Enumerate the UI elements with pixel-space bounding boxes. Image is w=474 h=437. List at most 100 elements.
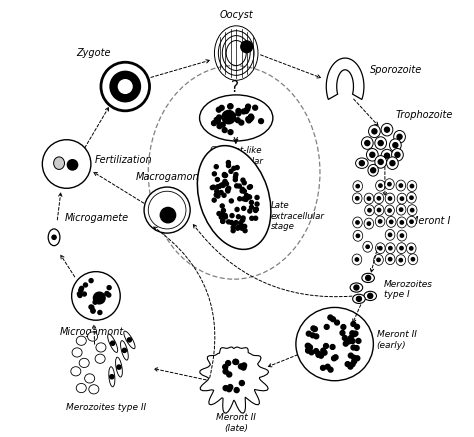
Circle shape — [247, 195, 252, 199]
Circle shape — [356, 184, 359, 188]
Ellipse shape — [364, 218, 374, 229]
Circle shape — [388, 233, 392, 236]
Ellipse shape — [394, 131, 405, 143]
Ellipse shape — [76, 383, 86, 393]
Circle shape — [236, 226, 240, 230]
Circle shape — [350, 362, 355, 367]
Circle shape — [245, 194, 248, 198]
Circle shape — [219, 183, 223, 187]
Circle shape — [235, 184, 239, 188]
Ellipse shape — [54, 157, 64, 170]
Circle shape — [237, 184, 241, 188]
Circle shape — [370, 152, 375, 157]
Circle shape — [215, 189, 219, 193]
Circle shape — [233, 175, 237, 179]
Ellipse shape — [386, 216, 396, 227]
Circle shape — [217, 115, 221, 120]
Circle shape — [353, 331, 358, 336]
Circle shape — [305, 343, 310, 348]
Circle shape — [245, 107, 250, 111]
Ellipse shape — [385, 229, 395, 240]
Circle shape — [341, 325, 346, 329]
Ellipse shape — [89, 385, 99, 394]
Text: Fertilization: Fertilization — [95, 155, 153, 165]
Circle shape — [259, 119, 264, 124]
Circle shape — [100, 297, 104, 301]
Ellipse shape — [362, 137, 373, 149]
Circle shape — [98, 310, 102, 315]
Ellipse shape — [385, 243, 395, 253]
Circle shape — [378, 141, 383, 146]
Circle shape — [343, 341, 348, 346]
Circle shape — [335, 320, 339, 325]
Ellipse shape — [381, 149, 393, 162]
Circle shape — [240, 225, 244, 229]
Circle shape — [229, 221, 234, 225]
Circle shape — [238, 225, 242, 229]
Circle shape — [390, 161, 395, 166]
Circle shape — [244, 198, 248, 201]
Circle shape — [367, 222, 371, 225]
Circle shape — [110, 341, 115, 345]
Ellipse shape — [88, 332, 98, 341]
Circle shape — [306, 348, 310, 353]
Circle shape — [249, 115, 254, 120]
Circle shape — [118, 79, 133, 94]
Circle shape — [393, 142, 398, 148]
Circle shape — [368, 208, 371, 212]
Circle shape — [110, 375, 114, 379]
Circle shape — [223, 215, 228, 219]
Circle shape — [395, 152, 400, 157]
Circle shape — [42, 140, 91, 188]
Circle shape — [389, 257, 392, 261]
Circle shape — [211, 121, 217, 125]
Circle shape — [410, 196, 413, 199]
Text: Microgamete: Microgamete — [64, 213, 128, 222]
Circle shape — [227, 186, 231, 190]
Circle shape — [221, 219, 225, 223]
Circle shape — [324, 325, 329, 329]
Text: Late
extracellular
stage: Late extracellular stage — [271, 201, 325, 231]
Circle shape — [378, 220, 382, 223]
Circle shape — [83, 283, 88, 287]
Circle shape — [312, 326, 318, 332]
Circle shape — [72, 272, 120, 320]
Circle shape — [254, 216, 258, 220]
Circle shape — [216, 185, 219, 189]
Circle shape — [221, 208, 226, 212]
Circle shape — [351, 345, 356, 350]
Circle shape — [316, 351, 321, 356]
Circle shape — [314, 349, 319, 354]
Circle shape — [223, 364, 228, 369]
Ellipse shape — [374, 254, 383, 265]
Circle shape — [384, 127, 390, 132]
Ellipse shape — [200, 95, 273, 141]
Ellipse shape — [407, 192, 416, 203]
Circle shape — [410, 247, 413, 250]
Circle shape — [306, 348, 310, 353]
Circle shape — [220, 204, 224, 208]
Text: Trophozoite: Trophozoite — [395, 110, 453, 120]
Circle shape — [219, 191, 223, 194]
Ellipse shape — [375, 243, 385, 254]
Circle shape — [310, 333, 315, 338]
Circle shape — [91, 309, 95, 313]
Circle shape — [234, 173, 238, 177]
Circle shape — [410, 208, 414, 212]
Circle shape — [319, 354, 323, 358]
Ellipse shape — [385, 193, 395, 204]
Circle shape — [356, 197, 359, 200]
Circle shape — [350, 331, 355, 336]
Ellipse shape — [397, 230, 407, 241]
Ellipse shape — [368, 164, 378, 176]
Circle shape — [388, 197, 392, 200]
Text: Gamont-like
extracellular
stage: Gamont-like extracellular stage — [210, 146, 263, 176]
Ellipse shape — [392, 149, 403, 161]
Circle shape — [232, 222, 236, 226]
Circle shape — [230, 113, 236, 118]
Circle shape — [217, 184, 221, 188]
Circle shape — [160, 207, 176, 223]
Ellipse shape — [397, 193, 407, 204]
Circle shape — [247, 195, 251, 199]
Circle shape — [352, 359, 356, 364]
